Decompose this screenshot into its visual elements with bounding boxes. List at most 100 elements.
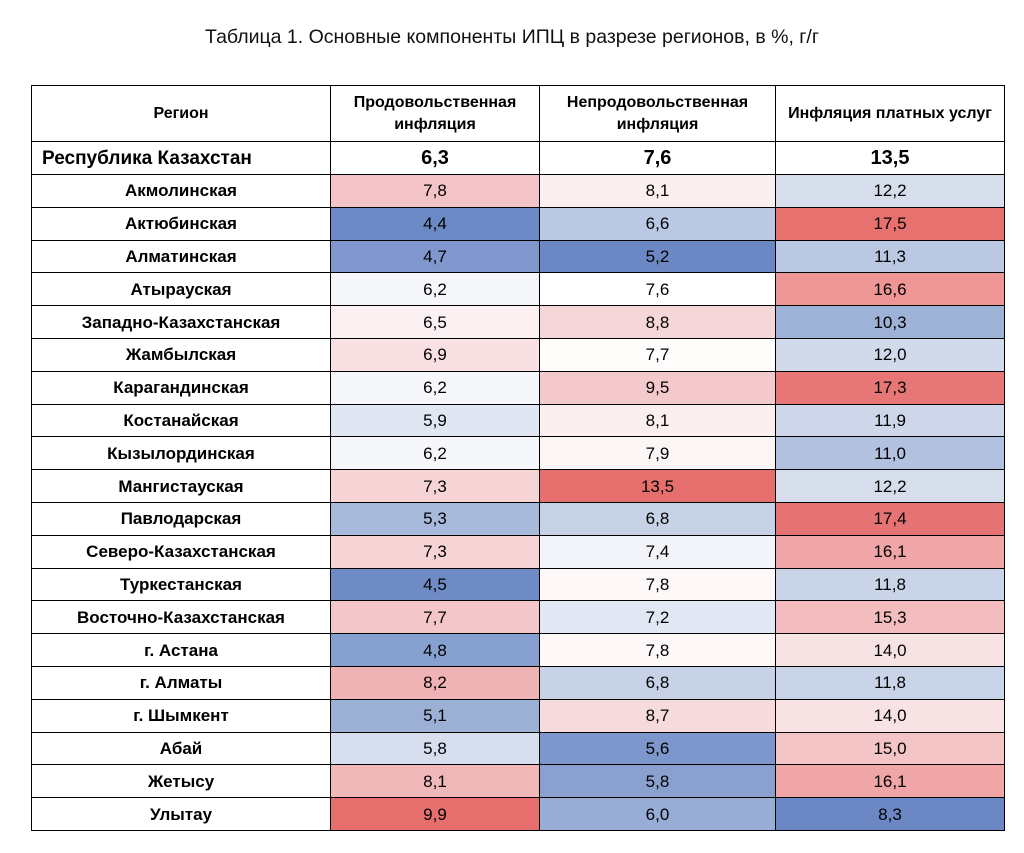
food-inflation-cell: 6,5	[330, 305, 540, 339]
nonfood-inflation-cell: 6,8	[539, 665, 776, 700]
nonfood-inflation-cell: 7,8	[539, 633, 776, 667]
region-cell: Акмолинская	[31, 174, 331, 208]
column-header-food: Продовольственная инфляция	[330, 85, 540, 142]
services-inflation-cell: 11,9	[775, 403, 1005, 438]
food-inflation-cell: 5,8	[330, 731, 540, 766]
services-inflation-cell: 11,8	[775, 665, 1005, 700]
column-header-services: Инфляция платных услуг	[775, 85, 1005, 142]
total-food: 6,3	[330, 141, 540, 175]
total-region: Республика Казахстан	[31, 141, 331, 175]
nonfood-inflation-cell: 7,8	[539, 567, 776, 602]
total-nonfood: 7,6	[539, 141, 776, 175]
food-inflation-cell: 7,3	[330, 534, 540, 569]
nonfood-inflation-cell: 8,1	[539, 403, 776, 438]
food-inflation-cell: 7,8	[330, 174, 540, 208]
region-cell: Атырауская	[31, 272, 331, 307]
total-row: Республика Казахстан 6,3 7,6 13,5	[31, 141, 1005, 175]
region-cell: г. Шымкент	[31, 698, 331, 733]
services-inflation-cell: 8,3	[775, 797, 1005, 831]
table-row: Туркестанская 4,5 7,8 11,8	[31, 567, 1005, 602]
food-inflation-cell: 6,2	[330, 272, 540, 307]
nonfood-inflation-cell: 7,2	[539, 600, 776, 635]
services-inflation-cell: 12,2	[775, 469, 1005, 503]
food-inflation-cell: 8,2	[330, 665, 540, 700]
nonfood-inflation-cell: 6,6	[539, 206, 776, 241]
region-cell: Актюбинская	[31, 206, 331, 241]
nonfood-inflation-cell: 6,0	[539, 797, 776, 831]
table-row: Улытау 9,9 6,0 8,3	[31, 797, 1005, 831]
nonfood-inflation-cell: 7,7	[539, 337, 776, 372]
region-cell: Карагандинская	[31, 370, 331, 405]
region-cell: Жетысу	[31, 764, 331, 799]
food-inflation-cell: 8,1	[330, 764, 540, 799]
food-inflation-cell: 5,9	[330, 403, 540, 438]
services-inflation-cell: 16,1	[775, 764, 1005, 799]
services-inflation-cell: 14,0	[775, 698, 1005, 733]
table-row: Восточно-Казахстанская 7,7 7,2 15,3	[31, 600, 1005, 635]
services-inflation-cell: 14,0	[775, 633, 1005, 667]
table-row: Западно-Казахстанская 6,5 8,8 10,3	[31, 305, 1005, 339]
services-inflation-cell: 17,5	[775, 206, 1005, 241]
table-row: Северо-Казахстанская 7,3 7,4 16,1	[31, 534, 1005, 569]
nonfood-inflation-cell: 7,6	[539, 272, 776, 307]
table-row: Абай 5,8 5,6 15,0	[31, 731, 1005, 766]
nonfood-inflation-cell: 7,9	[539, 436, 776, 471]
nonfood-inflation-cell: 5,2	[539, 239, 776, 274]
services-inflation-cell: 17,3	[775, 370, 1005, 405]
food-inflation-cell: 5,3	[330, 501, 540, 536]
nonfood-inflation-cell: 6,8	[539, 501, 776, 536]
table-row: Актюбинская 4,4 6,6 17,5	[31, 206, 1005, 241]
services-inflation-cell: 11,8	[775, 567, 1005, 602]
region-cell: Павлодарская	[31, 501, 331, 536]
table-row: г. Алматы 8,2 6,8 11,8	[31, 665, 1005, 700]
nonfood-inflation-cell: 8,7	[539, 698, 776, 733]
region-cell: Жамбылская	[31, 337, 331, 372]
nonfood-inflation-cell: 8,8	[539, 305, 776, 339]
food-inflation-cell: 4,4	[330, 206, 540, 241]
table-row: Костанайская 5,9 8,1 11,9	[31, 403, 1005, 438]
services-inflation-cell: 12,2	[775, 174, 1005, 208]
services-inflation-cell: 15,0	[775, 731, 1005, 766]
column-header-nonfood: Непродовольственная инфляция	[539, 85, 776, 142]
services-inflation-cell: 10,3	[775, 305, 1005, 339]
table-row: Алматинская 4,7 5,2 11,3	[31, 239, 1005, 274]
table-row: г. Астана 4,8 7,8 14,0	[31, 633, 1005, 667]
table-row: Мангистауская 7,3 13,5 12,2	[31, 469, 1005, 503]
nonfood-inflation-cell: 13,5	[539, 469, 776, 503]
region-cell: Туркестанская	[31, 567, 331, 602]
region-cell: Абай	[31, 731, 331, 766]
table-row: г. Шымкент 5,1 8,7 14,0	[31, 698, 1005, 733]
region-cell: Алматинская	[31, 239, 331, 274]
table-row: Кызылординская 6,2 7,9 11,0	[31, 436, 1005, 471]
table-row: Павлодарская 5,3 6,8 17,4	[31, 501, 1005, 536]
food-inflation-cell: 4,8	[330, 633, 540, 667]
region-cell: Северо-Казахстанская	[31, 534, 331, 569]
food-inflation-cell: 9,9	[330, 797, 540, 831]
food-inflation-cell: 4,5	[330, 567, 540, 602]
food-inflation-cell: 7,3	[330, 469, 540, 503]
services-inflation-cell: 16,6	[775, 272, 1005, 307]
header-row: Регион Продовольственная инфляция Непрод…	[31, 85, 1005, 142]
services-inflation-cell: 15,3	[775, 600, 1005, 635]
region-cell: Мангистауская	[31, 469, 331, 503]
food-inflation-cell: 4,7	[330, 239, 540, 274]
region-cell: Костанайская	[31, 403, 331, 438]
table-row: Атырауская 6,2 7,6 16,6	[31, 272, 1005, 307]
total-services: 13,5	[775, 141, 1005, 175]
table-caption: Таблица 1. Основные компоненты ИПЦ в раз…	[205, 26, 819, 48]
services-inflation-cell: 11,0	[775, 436, 1005, 471]
cpi-table: Регион Продовольственная инфляция Непрод…	[31, 85, 1005, 831]
services-inflation-cell: 17,4	[775, 501, 1005, 536]
nonfood-inflation-cell: 9,5	[539, 370, 776, 405]
region-cell: Улытау	[31, 797, 331, 831]
food-inflation-cell: 6,2	[330, 436, 540, 471]
nonfood-inflation-cell: 7,4	[539, 534, 776, 569]
region-cell: Кызылординская	[31, 436, 331, 471]
food-inflation-cell: 6,9	[330, 337, 540, 372]
services-inflation-cell: 11,3	[775, 239, 1005, 274]
table-row: Карагандинская 6,2 9,5 17,3	[31, 370, 1005, 405]
table-row: Акмолинская 7,8 8,1 12,2	[31, 174, 1005, 208]
region-cell: г. Астана	[31, 633, 331, 667]
nonfood-inflation-cell: 5,6	[539, 731, 776, 766]
services-inflation-cell: 12,0	[775, 337, 1005, 372]
